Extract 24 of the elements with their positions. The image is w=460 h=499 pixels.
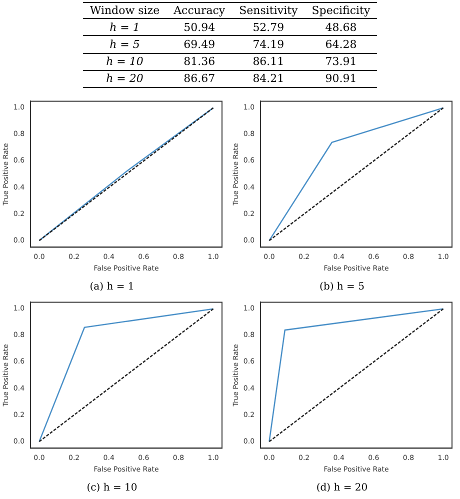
data-label: 52.79 (252, 20, 286, 36)
text: (a) h = 1 (90, 282, 134, 293)
text: (b) h = 5 (320, 282, 364, 293)
data-label: 86.67 (182, 71, 216, 88)
text: h = 10 (105, 54, 144, 70)
data-label: 81.36 (182, 54, 216, 70)
data-label: 74.19 (252, 36, 286, 53)
legend-title: Window size (88, 3, 161, 18)
data-label: 86.11 (252, 54, 286, 70)
data-label: 64.28 (324, 36, 358, 53)
data-label: 48.68 (324, 20, 358, 36)
category-label: Specificity (310, 3, 372, 18)
text: h = 1 (108, 20, 141, 36)
category-label: Sensitivity (238, 3, 299, 18)
category-label: Accuracy (172, 3, 226, 18)
data-label: 50.94 (182, 20, 216, 36)
text: (d) h = 20 (316, 482, 368, 494)
data-label: 69.49 (182, 36, 216, 53)
data-label: 73.91 (324, 54, 358, 70)
data-label: 90.91 (324, 71, 358, 88)
text: (c) h = 10 (86, 482, 138, 494)
text: h = 20 (105, 71, 144, 88)
text: h = 5 (108, 36, 141, 53)
data-label: 84.21 (252, 71, 286, 88)
